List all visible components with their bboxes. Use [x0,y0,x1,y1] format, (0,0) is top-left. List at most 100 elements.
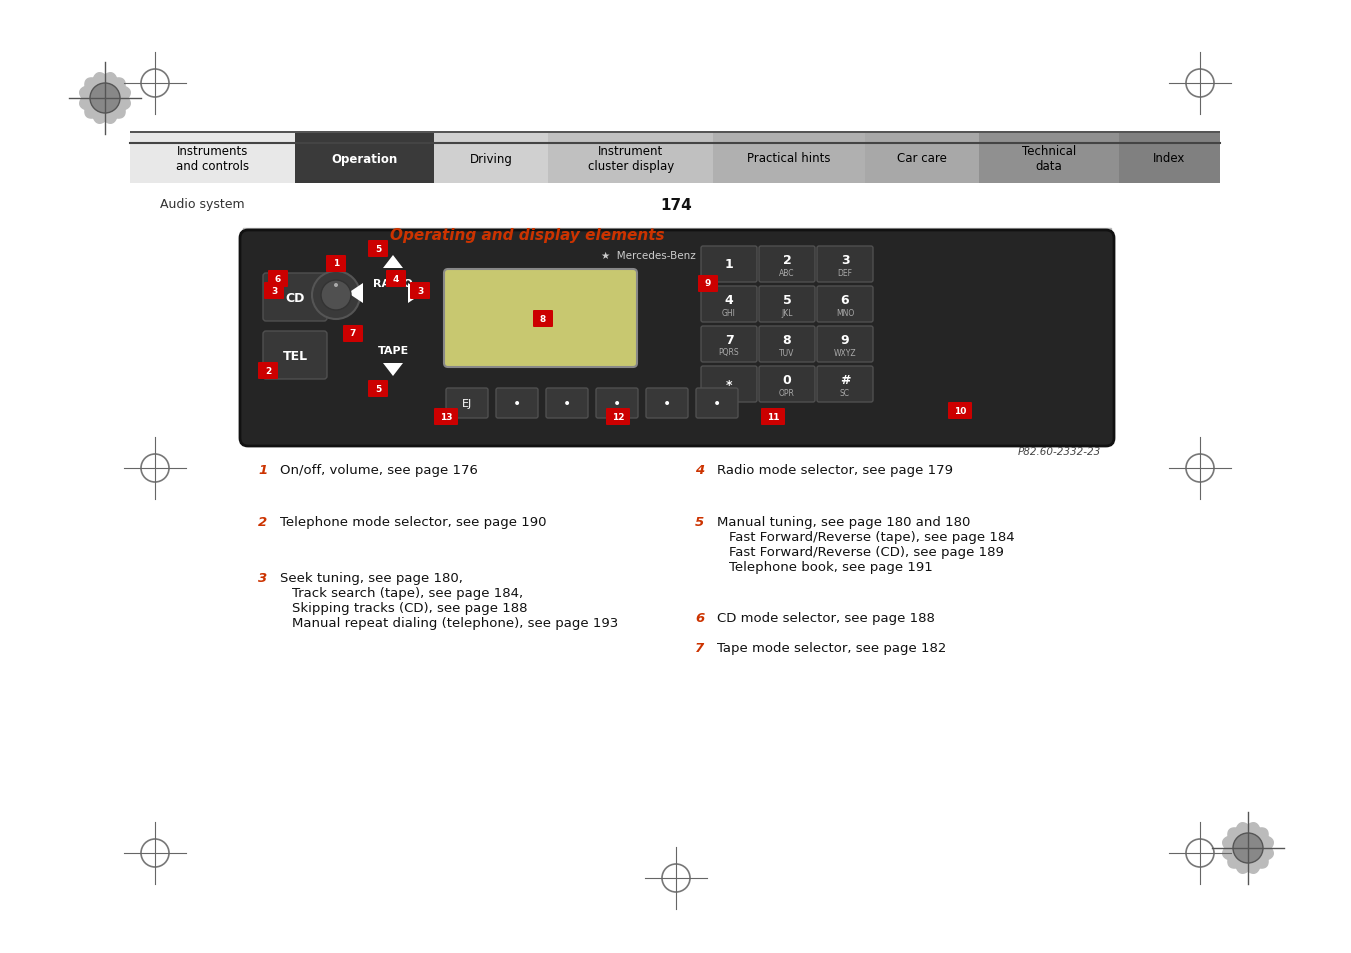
Text: P82.60-2332-23: P82.60-2332-23 [1017,447,1101,456]
Text: 3: 3 [258,572,267,584]
Text: Telephone book, see page 191: Telephone book, see page 191 [730,560,932,574]
Polygon shape [382,255,403,269]
Text: Car care: Car care [897,152,947,165]
Text: 12: 12 [612,412,624,421]
Text: MNO: MNO [836,308,854,317]
Text: 1: 1 [332,259,339,268]
Text: WXYZ: WXYZ [834,348,857,357]
Text: 11: 11 [767,412,780,421]
FancyBboxPatch shape [263,274,327,322]
Text: 2: 2 [265,366,272,375]
FancyBboxPatch shape [434,409,458,426]
Polygon shape [408,284,423,304]
Text: #: # [840,374,850,386]
Text: Practical hints: Practical hints [747,152,831,165]
Circle shape [322,281,351,311]
Text: 1: 1 [724,258,734,272]
Bar [434,133,549,184]
FancyBboxPatch shape [367,380,388,397]
FancyBboxPatch shape [761,409,785,426]
Text: RADIO: RADIO [373,278,413,289]
FancyBboxPatch shape [258,363,278,379]
Text: TEL: TEL [282,349,308,362]
Text: GHI: GHI [721,308,736,317]
FancyBboxPatch shape [701,247,757,283]
FancyBboxPatch shape [646,389,688,418]
Bar [243,229,1111,443]
FancyBboxPatch shape [759,287,815,323]
FancyBboxPatch shape [817,327,873,363]
Text: •: • [563,396,571,411]
Text: Skipping tracks (CD), see page 188: Skipping tracks (CD), see page 188 [292,601,527,615]
Text: Track search (tape), see page 184,: Track search (tape), see page 184, [292,586,523,599]
Text: ABC: ABC [780,268,794,277]
FancyBboxPatch shape [263,332,327,379]
FancyBboxPatch shape [367,241,388,257]
FancyBboxPatch shape [534,311,553,328]
Text: •: • [713,396,721,411]
FancyBboxPatch shape [759,367,815,402]
Text: PQRS: PQRS [719,348,739,357]
FancyBboxPatch shape [817,367,873,402]
FancyBboxPatch shape [409,283,430,299]
Text: 4: 4 [694,463,704,476]
Text: DEF: DEF [838,268,852,277]
Text: SC: SC [840,388,850,397]
Bar [979,133,1119,184]
Text: On/off, volume, see page 176: On/off, volume, see page 176 [280,463,478,476]
Text: Instrument
cluster display: Instrument cluster display [588,145,674,172]
FancyBboxPatch shape [701,367,757,402]
Text: 3: 3 [270,286,277,295]
Text: 6: 6 [694,612,704,624]
Text: 9: 9 [840,334,850,346]
Bar [549,133,713,184]
Text: Operating and display elements: Operating and display elements [390,228,665,243]
Text: 174: 174 [661,198,692,213]
Text: 7: 7 [350,329,357,338]
Text: 5: 5 [694,516,704,529]
Text: Instruments
and controls: Instruments and controls [176,145,249,172]
Polygon shape [80,73,130,124]
FancyBboxPatch shape [240,231,1115,447]
FancyBboxPatch shape [948,402,971,419]
Circle shape [1233,833,1263,863]
Text: Driving: Driving [470,152,512,165]
Text: Manual repeat dialing (telephone), see page 193: Manual repeat dialing (telephone), see p… [292,617,619,629]
Text: EJ: EJ [462,398,471,409]
FancyBboxPatch shape [607,409,630,426]
Circle shape [91,84,120,113]
Text: 5: 5 [374,384,381,393]
Text: 1: 1 [258,463,267,476]
Text: •: • [613,396,621,411]
Text: 8: 8 [782,334,792,346]
Text: •: • [513,396,521,411]
Text: 5: 5 [374,244,381,253]
FancyBboxPatch shape [701,287,757,323]
FancyBboxPatch shape [386,271,407,288]
Text: Telephone mode selector, see page 190: Telephone mode selector, see page 190 [280,516,547,529]
Bar [130,133,295,184]
Bar [1119,133,1220,184]
Text: 10: 10 [954,406,966,416]
Text: 2: 2 [782,253,792,267]
Text: Manual tuning, see page 180 and 180: Manual tuning, see page 180 and 180 [717,516,970,529]
Polygon shape [349,284,363,304]
Text: Seek tuning, see page 180,: Seek tuning, see page 180, [280,572,463,584]
FancyBboxPatch shape [759,327,815,363]
Bar [295,133,434,184]
Text: 7: 7 [724,334,734,346]
FancyBboxPatch shape [596,389,638,418]
Text: •: • [663,396,671,411]
Text: 13: 13 [439,412,453,421]
Text: ★  Mercedes-Benz: ★ Mercedes-Benz [601,251,696,261]
Text: 4: 4 [724,294,734,306]
Text: OPR: OPR [780,388,794,397]
FancyBboxPatch shape [817,247,873,283]
Text: 8: 8 [540,314,546,323]
Text: 6: 6 [274,274,281,283]
Text: 5: 5 [782,294,792,306]
FancyBboxPatch shape [698,275,717,293]
Text: Radio mode selector, see page 179: Radio mode selector, see page 179 [717,463,952,476]
FancyBboxPatch shape [326,255,346,273]
Bar [130,132,1220,133]
